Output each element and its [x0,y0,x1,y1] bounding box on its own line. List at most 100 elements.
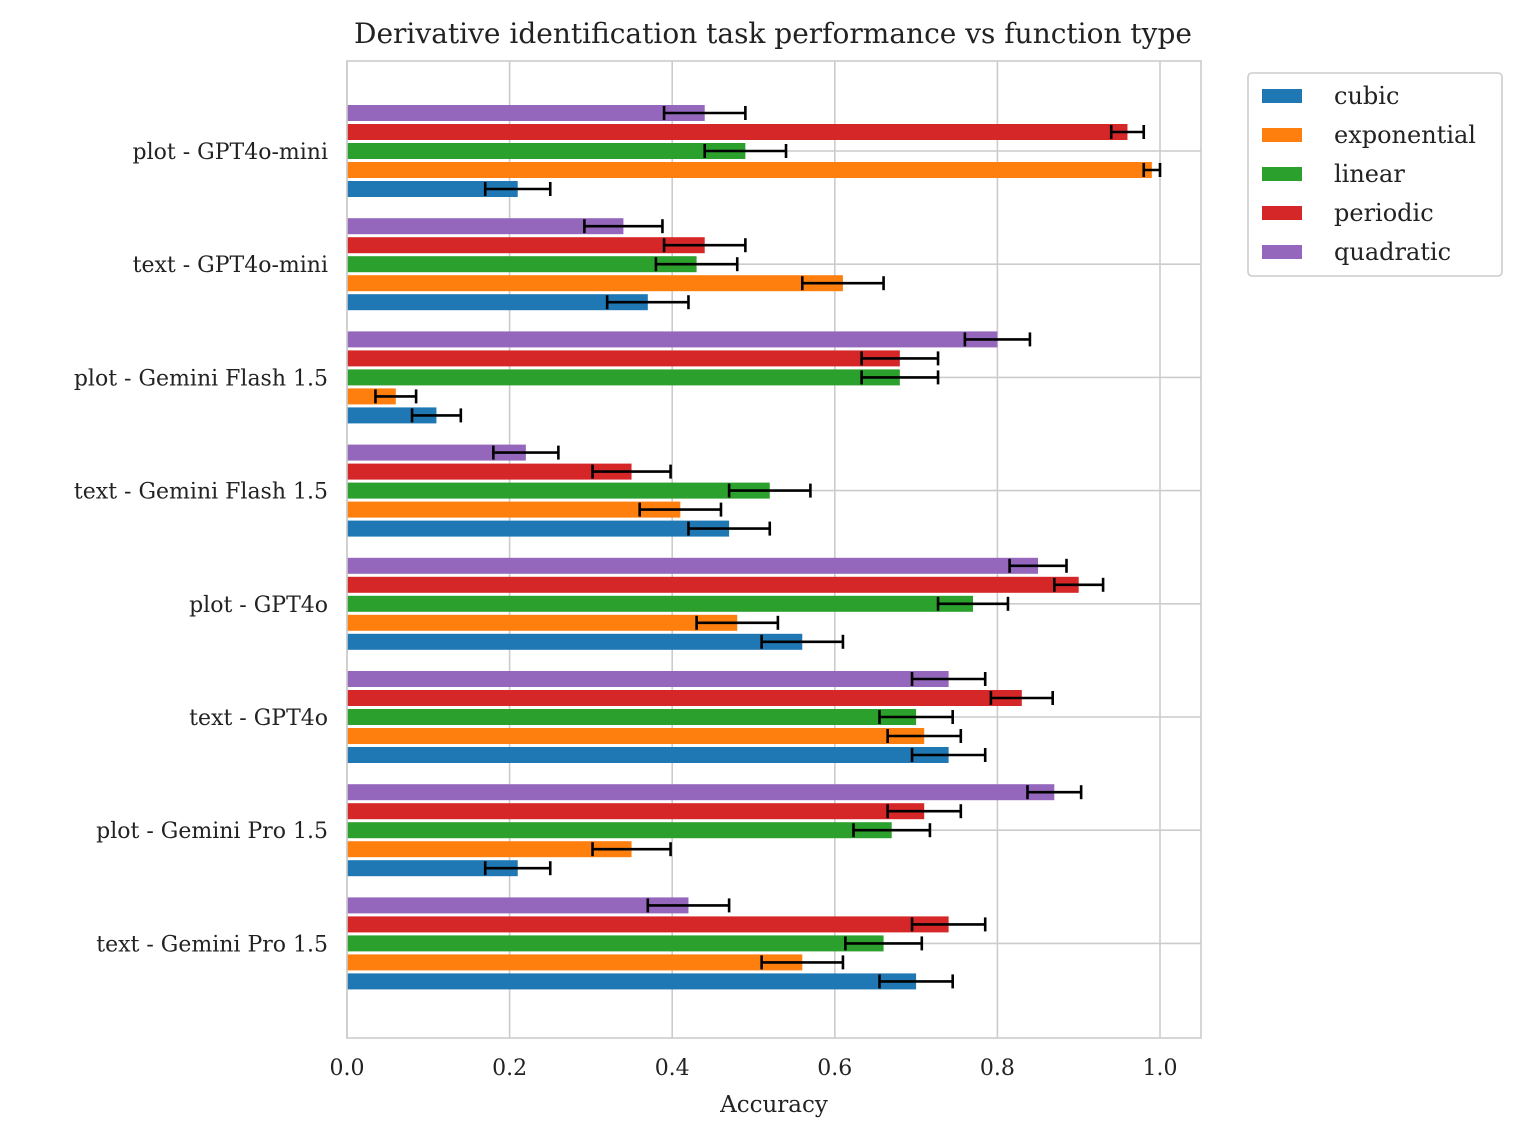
bar-cubic [347,294,648,311]
bar-periodic [347,350,900,367]
error-bar [1142,163,1162,177]
plot-frame [346,60,1202,1039]
y-tick-label: plot - Gemini Flash 1.5 [74,366,328,391]
bar-linear [347,256,697,273]
error-bar [727,483,812,498]
bar-linear [347,143,746,159]
error-bar [886,729,963,743]
chart-title: Derivative identification task performan… [354,17,1192,50]
bar-periodic [347,576,1079,593]
error-bar [662,106,747,120]
error-bar [703,144,788,158]
legend-label-linear: linear [1334,160,1405,188]
error-bar [800,276,885,291]
bar-linear [347,935,884,952]
error-bar [605,295,690,310]
y-tick-label: text - GPT4o [189,706,328,731]
legend-swatch-exponential [1262,128,1302,142]
error-bar [662,238,747,253]
bar-quadratic [347,105,705,121]
error-bar [760,955,845,970]
y-tick-label: plot - Gemini Pro 1.5 [96,819,328,844]
error-bar [878,710,954,724]
legend-swatch-linear [1262,167,1302,181]
error-bar [886,804,963,819]
bar-linear [347,822,892,839]
legend-swatch-quadratic [1262,245,1302,259]
error-bar [844,936,924,951]
bar-exponential [347,501,681,518]
bar-periodic [347,237,705,254]
error-bar [687,521,772,536]
error-bar [646,898,731,913]
bar-exponential [347,388,396,405]
error-bar [936,596,1010,611]
legend: cubic exponential linear periodic quadratic [1247,72,1503,277]
bar-exponential [347,614,738,631]
error-bar [910,748,987,762]
bar-quadratic [347,444,526,461]
error-bar [760,634,845,649]
bar-cubic [347,973,917,990]
legend-label-periodic: periodic [1334,199,1434,227]
error-bar [374,389,418,404]
error-bar [1053,577,1105,592]
bar-linear [347,595,974,612]
bar-exponential [347,728,925,744]
bar-periodic [347,124,1128,140]
legend-swatch-cubic [1262,89,1302,103]
legend-label-exponential: exponential [1334,121,1476,149]
bar-cubic [347,520,730,537]
y-tick-label: text - GPT4o-mini [133,253,328,278]
bar-periodic [347,463,632,480]
bar-cubic [347,633,803,650]
bar-exponential [347,954,803,971]
error-bar [910,917,987,932]
y-tick-label: plot - GPT4o [189,593,328,618]
bar-periodic [347,690,1022,706]
bar-quadratic [347,218,624,235]
error-bar [483,861,552,876]
error-bar [583,219,664,234]
error-bar [1008,558,1068,573]
legend-frame [1247,72,1503,277]
y-tick-label: plot - GPT4o-mini [133,140,328,165]
x-tick-label: 1.0 [1143,1056,1178,1081]
bar-cubic [347,181,518,197]
bar-quadratic [347,557,1039,574]
legend-label-cubic: cubic [1334,82,1399,110]
error-bar [910,672,987,686]
legend-swatch-periodic [1262,206,1302,220]
bar-linear [347,709,917,725]
x-tick-label: 0.2 [492,1056,527,1081]
bar-linear [347,369,900,386]
x-tick-label: 0.6 [817,1056,852,1081]
error-bar [654,257,739,272]
error-bar [483,182,552,196]
bar-exponential [347,162,1152,178]
grid-lines [346,61,1201,1038]
error-bar [410,408,463,423]
x-axis-title: Accuracy [719,1092,828,1118]
error-bar [860,370,940,385]
error-bar [638,502,723,517]
error-bar [878,974,954,989]
error-bar [963,332,1032,347]
bar-quadratic [347,897,689,914]
bar-cubic [347,407,437,424]
error-bar [989,691,1054,705]
bar-linear [347,482,770,499]
error-bars [374,106,1162,989]
x-tick-labels: 0.0 0.2 0.4 0.6 0.8 1.0 [330,1056,1178,1081]
bar-periodic [347,803,925,820]
error-bar [591,464,672,479]
legend-label-quadratic: quadratic [1334,238,1451,266]
bar-quadratic [347,671,949,687]
x-tick-label: 0.0 [330,1056,365,1081]
x-tick-label: 0.4 [655,1056,690,1081]
error-bar [1109,125,1146,139]
bar-cubic [347,747,949,763]
bar-exponential [347,275,843,292]
error-bar [492,445,560,460]
